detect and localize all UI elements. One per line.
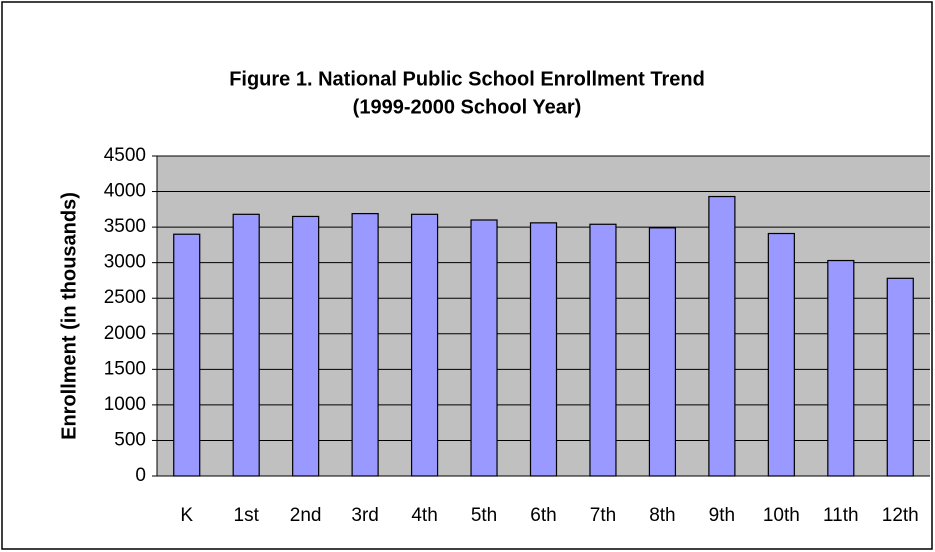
x-tick-label: 12th	[882, 505, 919, 526]
x-tick-label: 8th	[649, 505, 675, 526]
x-tick-label: 11th	[823, 505, 859, 526]
y-tick-label: 0	[135, 465, 146, 486]
y-tick-label: 2000	[104, 323, 146, 344]
bar	[589, 223, 617, 477]
bar	[767, 232, 795, 477]
y-tick-label: 4500	[104, 145, 146, 166]
y-tick-label: 3500	[104, 216, 146, 237]
chart-title: Figure 1. National Public School Enrollm…	[229, 68, 705, 90]
bar	[232, 213, 260, 477]
x-tick-label: K	[180, 505, 193, 526]
y-tick-label: 1500	[104, 358, 146, 379]
bar	[292, 215, 320, 477]
bar	[351, 213, 379, 477]
x-tick-label: 10th	[763, 505, 800, 526]
bar	[410, 213, 439, 477]
y-tick-label: 1000	[104, 394, 146, 415]
x-tick-label: 4th	[411, 505, 437, 526]
y-tick-label: 500	[114, 429, 146, 450]
x-tick-label: 2nd	[290, 505, 322, 526]
x-tick-label: 7th	[590, 505, 616, 526]
bar	[173, 233, 201, 477]
bar	[886, 277, 914, 477]
x-tick-label: 9th	[709, 505, 735, 526]
x-tick-label: 1st	[234, 505, 260, 526]
bar	[827, 259, 855, 477]
y-tick-label: 3000	[104, 252, 146, 273]
y-tick-label: 4000	[104, 181, 146, 202]
y-tick-label: 2500	[104, 287, 146, 308]
x-tick-label: 6th	[530, 505, 556, 526]
bar	[708, 195, 736, 477]
x-tick-label: 5th	[471, 505, 497, 526]
y-axis-label: Enrollment (in thousands)	[58, 192, 80, 440]
bar	[529, 222, 558, 477]
chart-subtitle: (1999-2000 School Year)	[353, 96, 582, 118]
x-tick-label: 3rd	[351, 505, 378, 526]
bar	[470, 219, 498, 477]
bar	[648, 227, 677, 477]
